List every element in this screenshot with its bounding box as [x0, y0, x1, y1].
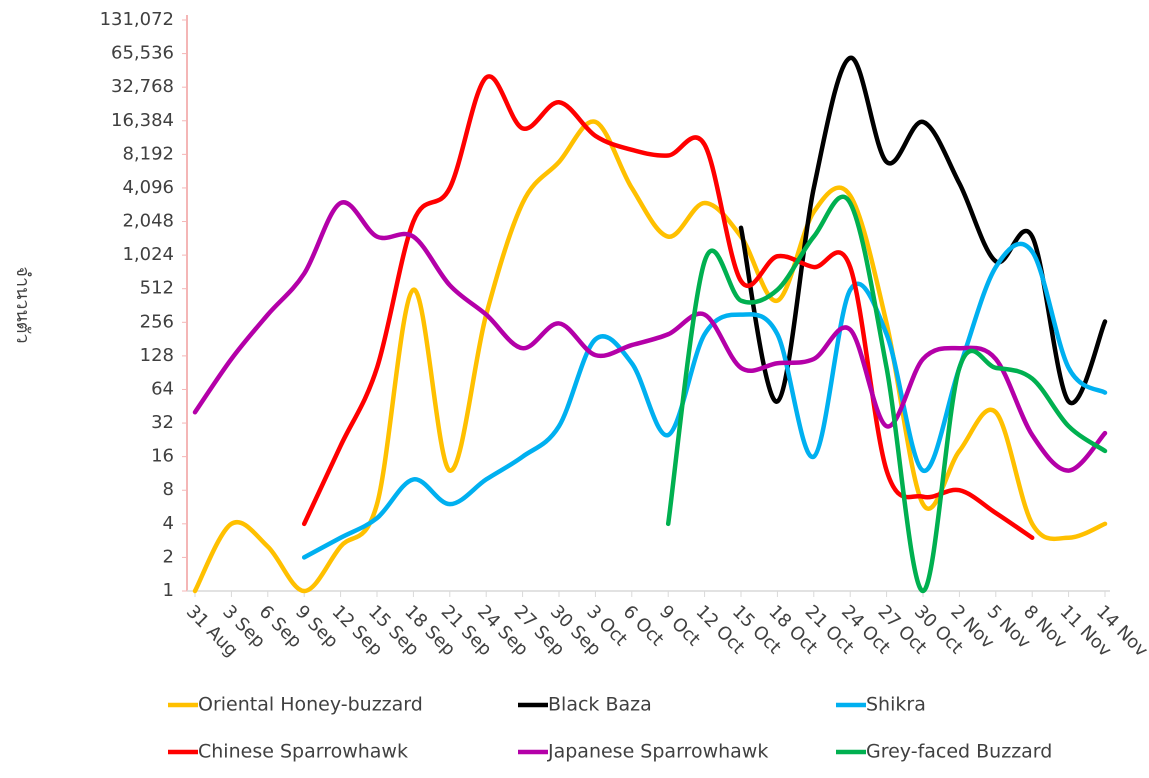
y-tick-label: 4,096: [122, 177, 174, 198]
y-tick-label: 131,072: [100, 9, 174, 30]
legend-label: Shikra: [866, 694, 926, 716]
y-tick-label: 1: [163, 580, 174, 601]
legend-label: Chinese Sparrowhawk: [198, 741, 408, 763]
legend-label: Grey-faced Buzzard: [866, 741, 1052, 763]
series-line: [192, 200, 1108, 473]
y-tick-label: 32: [151, 412, 174, 433]
y-tick-label: 32,768: [111, 76, 174, 97]
y-tick-label: 4: [163, 513, 174, 534]
series-line: [301, 74, 1035, 541]
x-tick-label: 6 Oct: [619, 601, 668, 650]
y-tick-label: 2,048: [122, 211, 174, 232]
legend-label: Japanese Sparrowhawk: [547, 741, 768, 763]
y-tick-label: 8,192: [122, 143, 174, 164]
series-line: [738, 55, 1108, 406]
x-tick-label: 9 Oct: [655, 601, 704, 650]
y-tick-label: 8: [163, 479, 174, 500]
legend-label: Oriental Honey-buzzard: [198, 694, 423, 716]
y-tick-label: 2: [163, 546, 174, 567]
legend-label: Black Baza: [548, 694, 652, 716]
y-tick-label: 16,384: [111, 110, 174, 131]
y-tick-label: 65,536: [111, 43, 174, 64]
y-tick-label: 256: [140, 311, 174, 332]
series-line: [665, 194, 1108, 594]
y-tick-label: 128: [140, 345, 174, 366]
y-axis-title: จำนวนตัว: [12, 266, 33, 343]
y-tick-label: 16: [151, 446, 174, 467]
y-tick-label: 1,024: [122, 244, 174, 265]
y-tick-label: 512: [140, 278, 174, 299]
y-tick-label: 64: [151, 378, 174, 399]
series-line: [301, 241, 1108, 560]
series-line: [192, 119, 1108, 594]
